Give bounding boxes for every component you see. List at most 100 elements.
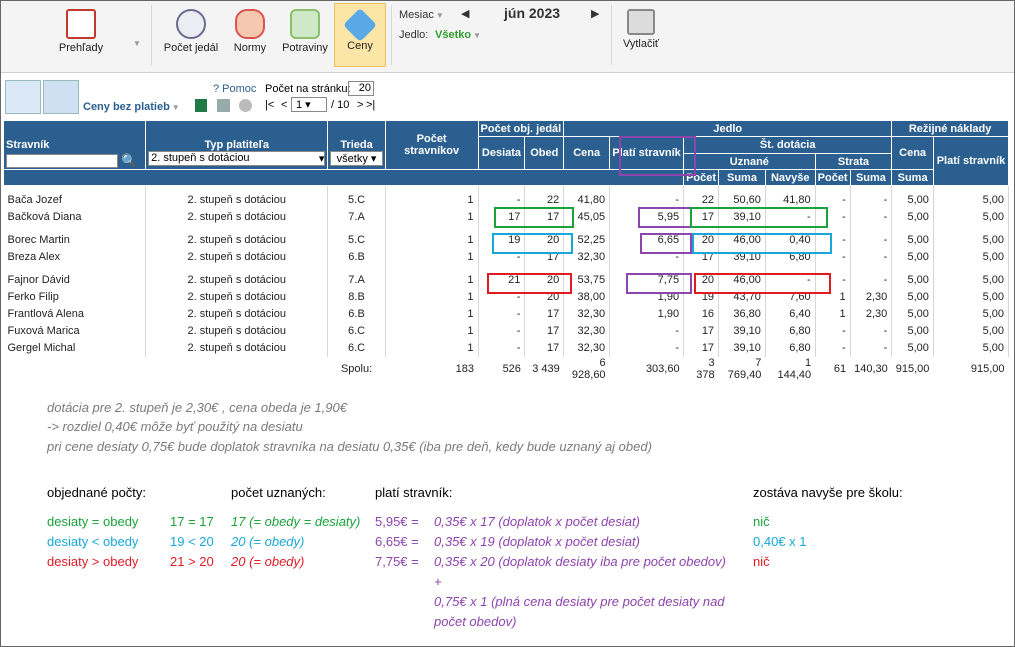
potraviny-button[interactable]: Potraviny xyxy=(279,3,331,67)
blue-plati: 6,65€ = xyxy=(375,534,419,549)
cell-rplati: 5,00 xyxy=(933,191,1010,209)
blue-formula: 0,35€ x 19 (doplatok x počet desiat) xyxy=(434,534,640,549)
prehlady-button[interactable]: Prehľady xyxy=(41,3,121,67)
cell-rcena: 5,00 xyxy=(891,305,934,323)
col-stravnik: Stravník 🔍 xyxy=(2,120,147,170)
cell-cena: 41,80 xyxy=(563,191,611,209)
page-size-label: Počet na stránku: xyxy=(265,83,351,95)
green-case: desiaty = obedy xyxy=(47,514,139,529)
cell-plati: 1,90 xyxy=(609,305,685,323)
prev-month-button[interactable]: ◀ xyxy=(461,8,470,20)
page-size-input[interactable]: 20 xyxy=(348,81,374,96)
cell-name: Fajnor Dávid xyxy=(3,271,147,289)
col-s-suma: Suma xyxy=(849,169,893,186)
cell-usuma: 50,60 xyxy=(718,191,766,209)
cell-navyse: 6,80 xyxy=(765,248,816,266)
user-icon[interactable] xyxy=(43,80,79,114)
cell-trieda: 8.B xyxy=(327,288,386,306)
table-row[interactable]: Gergel Michal 2. stupeň s dotáciou 6.C 1-17… xyxy=(3,339,1010,357)
table-row[interactable]: Bačková Diana 2. stupeň s dotáciou 7.A 1 17 1… xyxy=(3,208,1010,226)
cell-ssuma: - xyxy=(850,208,893,226)
cell-rcena: 5,00 xyxy=(891,248,934,266)
cell-desiata: - xyxy=(478,248,526,266)
view-select[interactable]: Ceny bez platieb ▼ xyxy=(83,101,180,113)
cell-name: Borec Martin xyxy=(3,231,147,249)
cell-rcena: 5,00 xyxy=(891,271,934,289)
cell-pocet: 1 xyxy=(385,231,479,249)
excel-icon[interactable] xyxy=(195,99,207,112)
table-row[interactable]: Fajnor Dávid 2. stupeň s dotáciou 7.A 1 21 20… xyxy=(3,271,1010,289)
ceny-button[interactable]: Ceny xyxy=(334,3,386,67)
total-pocet: 183 xyxy=(455,362,475,375)
cell-trieda: 7.A xyxy=(327,271,386,289)
cell-obed: 17 xyxy=(524,322,565,340)
row-spacer xyxy=(3,225,1010,232)
cell-spocet: - xyxy=(815,208,851,226)
green-formula: 0,35€ x 17 (doplatok x počet desiat) xyxy=(434,514,640,529)
total-label: Spolu: xyxy=(340,362,373,375)
normy-button[interactable]: Normy xyxy=(227,3,273,67)
table-row[interactable]: Ferko Filip 2. stupeň s dotáciou 8.B 1-20 38… xyxy=(3,288,1010,306)
jedlo-select[interactable]: Všetko ▼ xyxy=(435,29,481,41)
cell-name: Fuxová Marica xyxy=(3,322,147,340)
cell-plati: - xyxy=(609,322,685,340)
cell-rcena: 5,00 xyxy=(891,231,934,249)
cell-usuma: 39,10 xyxy=(718,248,766,266)
search-icon[interactable]: 🔍 xyxy=(121,153,138,168)
table-row[interactable]: Frantlová Alena 2. stupeň s dotáciou 6.B 1-… xyxy=(3,305,1010,323)
col-pocet-obj: Počet obj. jedál xyxy=(477,120,565,137)
typ-select[interactable]: 2. stupeň s dotáciou ▾ xyxy=(148,151,326,166)
cell-pocet: 1 xyxy=(385,208,479,226)
month-value: jún 2023 xyxy=(504,5,561,21)
prev-page-button[interactable]: < xyxy=(281,99,288,111)
total-obed: 3 439 xyxy=(532,362,560,375)
print-icon[interactable] xyxy=(217,99,230,112)
cell-pocet: 1 xyxy=(385,339,479,357)
legend-h4: zostáva navyše pre školu: xyxy=(753,485,903,500)
total-rplati: 915,00 xyxy=(970,362,1005,375)
red-formula-3: počet obedov) xyxy=(434,614,517,629)
vytlacit-button[interactable]: Vytlačiť xyxy=(615,3,667,67)
cell-typ: 2. stupeň s dotáciou xyxy=(145,305,329,323)
cell-upocet: 16 xyxy=(683,305,720,323)
table-row[interactable]: Fuxová Marica 2. stupeň s dotáciou 6.C 1-17… xyxy=(3,322,1010,340)
cell-upocet: 17 xyxy=(683,322,720,340)
blue-case: desiaty < obedy xyxy=(47,534,139,549)
first-page-button[interactable]: |< xyxy=(265,99,275,111)
cell-usuma: 36,80 xyxy=(718,305,766,323)
total-usuma: 7 769,40 xyxy=(727,356,762,381)
stravnik-search-input[interactable] xyxy=(6,154,118,168)
users-group-icon[interactable] xyxy=(5,80,41,114)
prehlady-dropdown-icon[interactable]: ▼ xyxy=(133,39,141,48)
cell-typ: 2. stupeň s dotáciou xyxy=(145,191,329,209)
cell-spocet: 1 xyxy=(815,288,851,306)
help-link[interactable]: ? Pomoc xyxy=(213,83,257,95)
cell-upocet: 17 xyxy=(683,339,720,357)
table-row[interactable]: Borec Martin 2. stupeň s dotáciou 5.C 1 19 20… xyxy=(3,231,1010,249)
next-month-button[interactable]: ▶ xyxy=(591,8,600,20)
printer-icon xyxy=(627,9,655,35)
grocery-basket-icon xyxy=(290,9,320,39)
green-plati: 5,95€ = xyxy=(375,514,419,529)
pocet-jedal-button[interactable]: Počet jedál xyxy=(159,3,223,67)
next-page-button[interactable]: > xyxy=(357,99,364,111)
settings-icon[interactable] xyxy=(239,99,252,112)
cell-upocet: 19 xyxy=(683,288,720,306)
col-u-pocet: Počet xyxy=(683,169,720,186)
total-upocet: 3 378 xyxy=(696,356,715,381)
page-select[interactable]: 1 ▾ xyxy=(291,97,327,112)
cell-spocet: - xyxy=(815,322,851,340)
cell-desiata: 17 xyxy=(478,208,526,226)
col-plati: Platí stravník xyxy=(609,136,685,170)
table-row[interactable]: Breza Alex 2. stupeň s dotáciou 6.B 1-17 32,… xyxy=(3,248,1010,266)
table-row[interactable]: Bača Jozef 2. stupeň s dotáciou 5.C 1-22 41,… xyxy=(3,191,1010,209)
last-page-button[interactable]: >| xyxy=(366,99,376,111)
separator xyxy=(151,5,152,65)
col-typ-platitela: Typ platiteľa 2. stupeň s dotáciou ▾ xyxy=(145,120,329,170)
cell-desiata: - xyxy=(478,305,526,323)
red-case: desiaty > obedy xyxy=(47,554,139,569)
cell-cena: 32,30 xyxy=(563,248,611,266)
trieda-select[interactable]: všetky ▾ xyxy=(330,151,383,166)
total-plati: 303,60 xyxy=(645,362,680,375)
price-table: Stravník 🔍 Typ platiteľa 2. stupeň s dot… xyxy=(2,120,1010,381)
